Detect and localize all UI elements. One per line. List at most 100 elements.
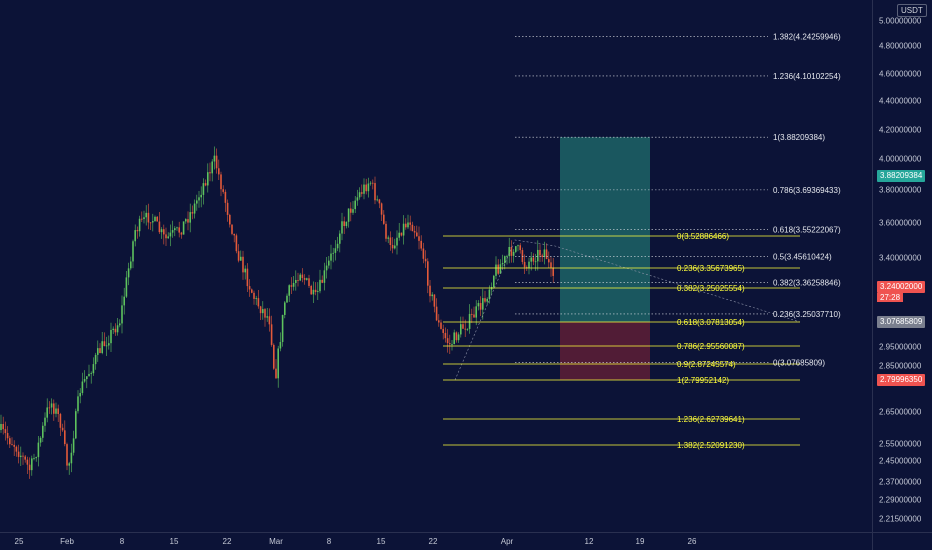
candle-body xyxy=(277,348,279,379)
candle-body xyxy=(127,268,130,278)
fib-retracement-label: 0.786(2.95560087) xyxy=(677,342,745,351)
candle-body xyxy=(240,256,242,261)
candle-body xyxy=(259,306,262,314)
time-tick: 25 xyxy=(14,537,24,546)
candle-body xyxy=(182,221,185,235)
candle-body xyxy=(380,203,383,215)
fib-extension-label: 1.382(4.24259946) xyxy=(773,32,841,41)
candle-body xyxy=(59,414,62,428)
candle-body xyxy=(308,278,310,286)
candle-body xyxy=(343,221,345,227)
time-tick: 8 xyxy=(119,537,125,546)
candle-body xyxy=(39,437,42,443)
candle-body xyxy=(310,285,312,295)
candle-body xyxy=(413,231,416,233)
price-tick: 4.20000000 xyxy=(879,125,922,135)
price-chart[interactable]: 0(3.52886466) 0.236(3.35673965) 0.382(3.25… xyxy=(0,0,872,532)
candle-body xyxy=(57,408,59,415)
candle-body xyxy=(451,344,453,345)
candle-body xyxy=(519,245,521,251)
candle-body xyxy=(53,403,55,414)
candle-body xyxy=(528,261,530,269)
candle-body xyxy=(224,191,227,203)
candle-body xyxy=(545,249,548,260)
candle-body xyxy=(523,261,526,268)
candle-body xyxy=(484,298,486,302)
candle-body xyxy=(455,332,458,341)
candle-body xyxy=(37,442,40,458)
candle-body xyxy=(246,268,249,287)
candle-body xyxy=(427,261,429,286)
candle-body xyxy=(119,323,121,326)
candle-body xyxy=(237,251,240,261)
candle-body xyxy=(550,262,552,268)
time-tick: Apr xyxy=(500,537,514,546)
candle-body xyxy=(420,240,422,249)
candle-body xyxy=(125,277,128,297)
fib-retracement-label: 1.382(2.52091230) xyxy=(677,441,745,450)
candle-body xyxy=(295,279,297,283)
candle-body xyxy=(286,295,288,303)
price-tick: 2.65000000 xyxy=(879,407,922,417)
candle-body xyxy=(97,348,99,355)
candle-body xyxy=(17,451,20,457)
candle-body xyxy=(187,219,189,223)
candle-body xyxy=(132,241,134,262)
candle-body xyxy=(185,219,187,222)
candle-body xyxy=(50,403,53,408)
candle-body xyxy=(279,341,282,349)
currency-label[interactable]: USDT xyxy=(897,4,927,17)
candle-body xyxy=(281,314,284,342)
candle-body xyxy=(460,324,462,335)
candle-body xyxy=(394,245,396,249)
candle-body xyxy=(354,200,356,210)
price-tick: 4.80000000 xyxy=(879,41,922,51)
candle-body xyxy=(495,264,497,276)
candle-body xyxy=(532,257,535,262)
candle-body xyxy=(158,221,161,233)
price-axis[interactable]: USDT 5.00000000 4.80000000 4.60000000 4.400… xyxy=(872,0,932,532)
fib-retracement-label: 0.236(3.35673965) xyxy=(677,264,745,273)
candle-body xyxy=(290,285,293,287)
candle-body xyxy=(105,345,108,347)
candle-body xyxy=(26,459,29,465)
candle-body xyxy=(48,407,51,409)
candle-body xyxy=(462,324,464,329)
price-tick: 4.60000000 xyxy=(879,69,922,79)
candle-body xyxy=(143,217,145,220)
candle-body xyxy=(506,256,508,257)
candle-body xyxy=(88,373,90,377)
candle-body xyxy=(138,218,141,232)
candle-body xyxy=(339,233,341,244)
candle-body xyxy=(389,237,392,245)
candle-body xyxy=(319,279,321,292)
candle-body xyxy=(504,256,506,263)
candle-body xyxy=(191,212,194,214)
candle-body xyxy=(548,259,550,263)
candle-body xyxy=(341,221,343,234)
candle-body xyxy=(405,223,407,228)
candle-body xyxy=(431,294,433,297)
candle-body xyxy=(94,354,97,365)
candle-body xyxy=(435,306,438,321)
candle-body xyxy=(165,234,167,239)
candle-body xyxy=(114,328,117,333)
candle-body xyxy=(512,251,515,256)
candle-body xyxy=(468,313,471,329)
chart-area[interactable]: 0(3.52886466) 0.236(3.35673965) 0.382(3.25… xyxy=(0,0,872,532)
candle-body xyxy=(200,194,202,198)
candle-body xyxy=(543,249,546,257)
time-tick: 8 xyxy=(326,537,332,546)
time-axis[interactable]: 25 Feb 8 15 22 Mar 8 15 22 Apr 12 19 26 xyxy=(0,532,872,550)
candle-body xyxy=(466,328,469,330)
candle-body xyxy=(442,328,444,333)
candle-body xyxy=(101,341,103,353)
candle-body xyxy=(378,199,381,204)
candle-body xyxy=(103,341,106,347)
candle-body xyxy=(255,298,257,299)
candle-body xyxy=(374,183,376,201)
candle-body xyxy=(306,278,308,280)
bar-countdown: 27:28 xyxy=(877,293,904,302)
candle-body xyxy=(55,408,57,414)
candle-body xyxy=(83,379,86,382)
